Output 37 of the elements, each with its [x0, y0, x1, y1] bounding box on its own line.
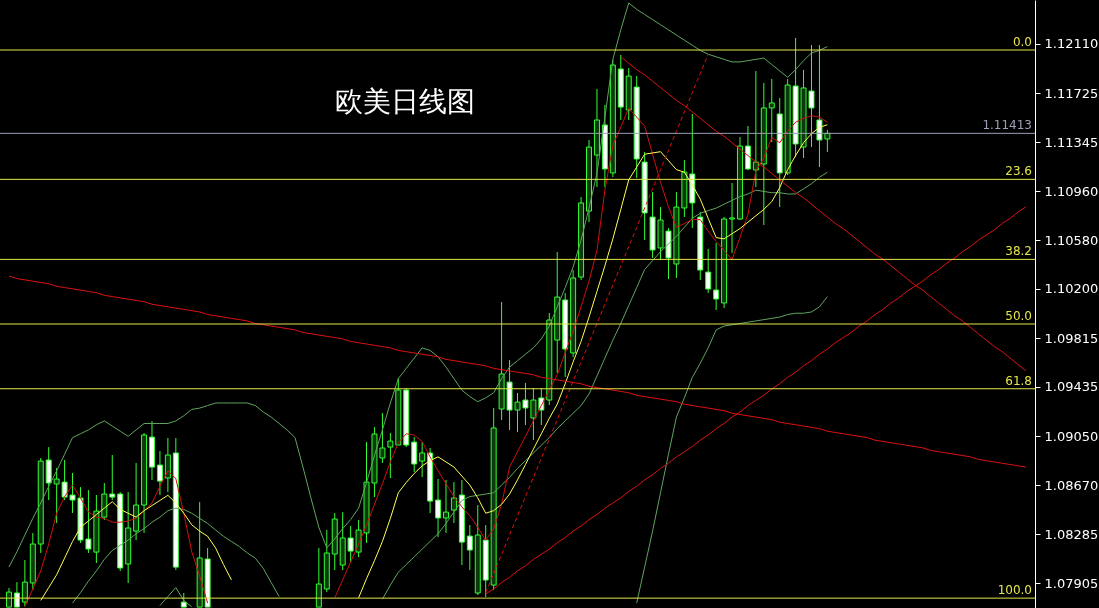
y-tick-label: 1.11345 — [1044, 134, 1099, 150]
ref-line-label: 1.11413 — [982, 118, 1032, 133]
annotation: 38.2 — [1005, 244, 1032, 259]
candlestick — [442, 479, 449, 534]
y-tick-label: 1.08285 — [1044, 526, 1099, 542]
candlestick — [109, 454, 116, 501]
candlestick — [435, 478, 442, 538]
candlestick — [466, 524, 473, 571]
text: 欧美日线图 — [335, 85, 475, 118]
candlestick — [156, 450, 163, 496]
y-tick-label: 1.09815 — [1044, 330, 1099, 346]
y-tick-label: 1.08670 — [1044, 477, 1099, 493]
annotation: 61.8 — [1005, 373, 1032, 388]
y-tick-label: 1.11725 — [1044, 85, 1099, 101]
line-series — [8, 2, 828, 568]
y-tick-label: 1.07905 — [1044, 575, 1099, 591]
y-tick-label: 1.09435 — [1044, 379, 1099, 395]
candlestick — [315, 547, 322, 608]
y-tick-label: 1.10960 — [1044, 183, 1099, 199]
candlestick — [164, 437, 171, 493]
annotation: 0.0 — [1012, 35, 1032, 49]
y-tick-label: 1.09050 — [1044, 428, 1099, 444]
annotation: 50.0 — [1005, 309, 1032, 323]
candlestick — [768, 78, 775, 143]
candlestick — [713, 242, 720, 311]
candlestick — [450, 481, 457, 524]
candlestick — [411, 436, 418, 473]
annotation: 23.6 — [1005, 164, 1032, 179]
y-tick-label: 1.10200 — [1044, 281, 1099, 297]
candlestick — [729, 182, 736, 254]
y-tick-label: 1.10580 — [1044, 232, 1099, 248]
candlestick — [21, 559, 28, 607]
candlestick — [419, 441, 426, 478]
candlestick — [705, 248, 712, 294]
annotation: 100.0 — [997, 583, 1032, 598]
candlestick — [13, 581, 20, 608]
y-tick-label: 1.12110 — [1044, 36, 1099, 52]
